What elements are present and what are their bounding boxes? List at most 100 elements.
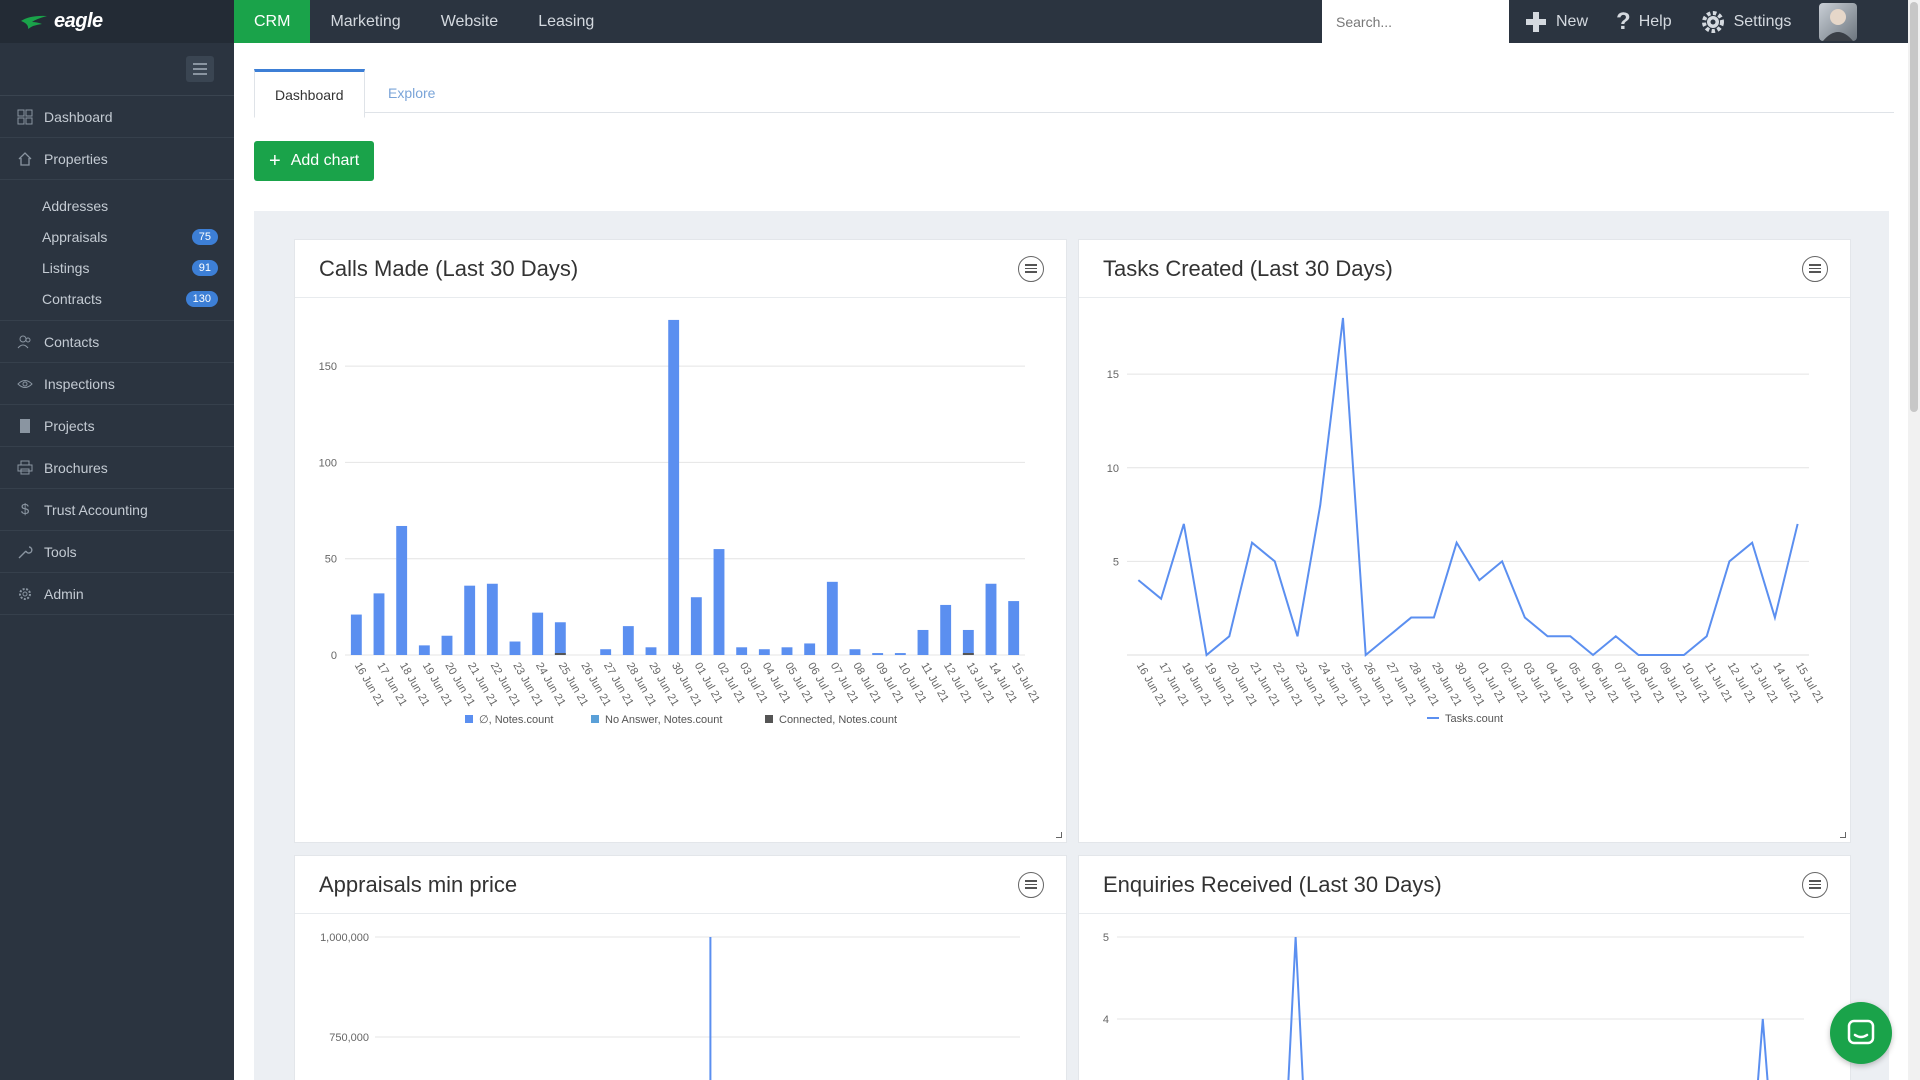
legend-swatch bbox=[765, 715, 773, 723]
printer-icon bbox=[16, 459, 34, 477]
bar bbox=[690, 597, 702, 655]
series-line bbox=[1137, 317, 1799, 658]
eagle-logo-icon bbox=[21, 15, 47, 29]
resize-handle[interactable] bbox=[1056, 832, 1062, 838]
help-button[interactable]: ? Help bbox=[1616, 7, 1672, 35]
page-scrollbar[interactable] bbox=[1908, 0, 1920, 1080]
sidebar-subitem-listings[interactable]: Listings 91 bbox=[0, 252, 234, 283]
legend-label: Connected, Notes.count bbox=[779, 714, 897, 726]
sidebar-item-tools[interactable]: Tools bbox=[0, 531, 234, 573]
tab-dashboard[interactable]: Dashboard bbox=[254, 69, 365, 118]
bar bbox=[373, 593, 385, 655]
bar bbox=[758, 649, 770, 655]
resize-handle[interactable] bbox=[1840, 832, 1846, 838]
bar bbox=[441, 635, 453, 655]
search-box bbox=[1322, 0, 1509, 43]
add-chart-button[interactable]: + Add chart bbox=[254, 141, 375, 181]
gear-icon bbox=[1700, 9, 1726, 35]
y-tick-label: 100 bbox=[319, 457, 337, 469]
search-input[interactable] bbox=[1336, 13, 1496, 30]
bar bbox=[894, 653, 906, 655]
bar bbox=[509, 641, 521, 655]
series-line bbox=[1287, 936, 1304, 1080]
bar bbox=[350, 614, 362, 655]
nav-tab-leasing[interactable]: Leasing bbox=[538, 12, 595, 30]
avatar[interactable] bbox=[1819, 2, 1858, 41]
plus-icon bbox=[1524, 10, 1548, 34]
legend-swatch bbox=[465, 715, 473, 723]
legend-label: Tasks.count bbox=[1445, 713, 1503, 725]
sidebar-subitem-addresses[interactable]: Addresses bbox=[42, 197, 109, 214]
bar bbox=[781, 647, 793, 655]
sidebar-subitem-appraisals[interactable]: Appraisals 75 bbox=[0, 221, 234, 252]
book-icon bbox=[16, 417, 34, 435]
sidebar-item-inspections[interactable]: Inspections bbox=[0, 363, 234, 405]
sidebar-toggle-button[interactable] bbox=[186, 56, 214, 82]
sidebar-item-properties[interactable]: Properties bbox=[0, 138, 234, 180]
chart-menu-button[interactable] bbox=[1802, 255, 1828, 282]
bar bbox=[396, 525, 408, 655]
bar bbox=[464, 585, 476, 655]
y-tick-label: 4 bbox=[1103, 1014, 1109, 1026]
count-badge: 91 bbox=[191, 259, 218, 276]
bar bbox=[668, 319, 680, 655]
brand-name: eagle bbox=[54, 10, 103, 32]
card-title: Appraisals min price bbox=[319, 871, 518, 897]
sidebar-subitem-contracts[interactable]: Contracts 130 bbox=[0, 283, 234, 314]
chat-button[interactable] bbox=[1830, 1002, 1892, 1064]
page-tabs: Dashboard Explore bbox=[254, 69, 1894, 118]
nav-tab-crm[interactable]: CRM bbox=[234, 0, 311, 43]
y-tick-label: 150 bbox=[319, 361, 337, 373]
sidebar-item-brochures[interactable]: Brochures bbox=[0, 447, 234, 489]
sidebar-item-contacts[interactable]: Contacts bbox=[0, 321, 234, 363]
y-tick-label: 1,000,000 bbox=[320, 932, 369, 944]
bar bbox=[622, 626, 634, 655]
new-button[interactable]: New bbox=[1524, 10, 1588, 34]
chart-menu-button[interactable] bbox=[1018, 255, 1044, 282]
bar bbox=[917, 629, 929, 655]
question-icon: ? bbox=[1616, 7, 1631, 35]
sidebar-item-label: Properties bbox=[44, 150, 108, 167]
bar bbox=[532, 612, 544, 655]
properties-submenu: Addresses Appraisals 75 Listings 91 Cont… bbox=[0, 180, 234, 321]
chart-card-tasks-created: Tasks Created (Last 30 Days) 5 10 15 16 Jun… bbox=[1078, 239, 1851, 843]
dashboard-grid: Calls Made (Last 30 Days) 0 50 100 150 16 Ju… bbox=[254, 211, 1889, 1080]
nav-tab-website[interactable]: Website bbox=[440, 12, 499, 30]
nav-tab-marketing[interactable]: Marketing bbox=[330, 12, 401, 30]
bar-connected bbox=[554, 653, 566, 655]
chat-icon bbox=[1847, 1019, 1875, 1045]
y-tick-label: 750,000 bbox=[329, 1032, 369, 1044]
bar-connected bbox=[962, 653, 974, 655]
sidebar-item-label: Dashboard bbox=[44, 108, 113, 125]
bar bbox=[826, 581, 838, 655]
count-badge: 130 bbox=[185, 290, 218, 307]
legend-label: No Answer, Notes.count bbox=[605, 714, 722, 726]
appraisals-min-price-chart: 750,000 1,000,000 bbox=[320, 932, 1020, 1080]
sidebar-item-trust-accounting[interactable]: $ Trust Accounting bbox=[0, 489, 234, 531]
chart-card-appraisals-min-price: Appraisals min price 750,000 1,000,000 bbox=[294, 855, 1067, 1080]
bar bbox=[600, 649, 612, 655]
sidebar-item-projects[interactable]: Projects bbox=[0, 405, 234, 447]
plus-icon: + bbox=[269, 150, 281, 172]
chart-menu-button[interactable] bbox=[1018, 871, 1044, 898]
bar bbox=[804, 643, 816, 655]
bar bbox=[486, 583, 498, 655]
sidebar-item-admin[interactable]: Admin bbox=[0, 573, 234, 615]
home-icon bbox=[16, 150, 34, 168]
y-tick-label: 0 bbox=[331, 650, 337, 662]
dollar-icon: $ bbox=[20, 501, 30, 518]
scroll-thumb[interactable] bbox=[1910, 2, 1918, 412]
logo[interactable]: eagle bbox=[0, 0, 234, 43]
sidebar-item-dashboard[interactable]: Dashboard bbox=[0, 96, 234, 138]
tab-explore[interactable]: Explore bbox=[388, 85, 436, 101]
wrench-icon bbox=[16, 543, 34, 561]
count-badge: 75 bbox=[191, 228, 218, 245]
bar bbox=[872, 653, 884, 655]
legend-swatch bbox=[591, 715, 599, 723]
settings-button[interactable]: Settings bbox=[1700, 9, 1791, 35]
chart-menu-button[interactable] bbox=[1802, 871, 1828, 898]
contacts-icon bbox=[16, 333, 34, 351]
